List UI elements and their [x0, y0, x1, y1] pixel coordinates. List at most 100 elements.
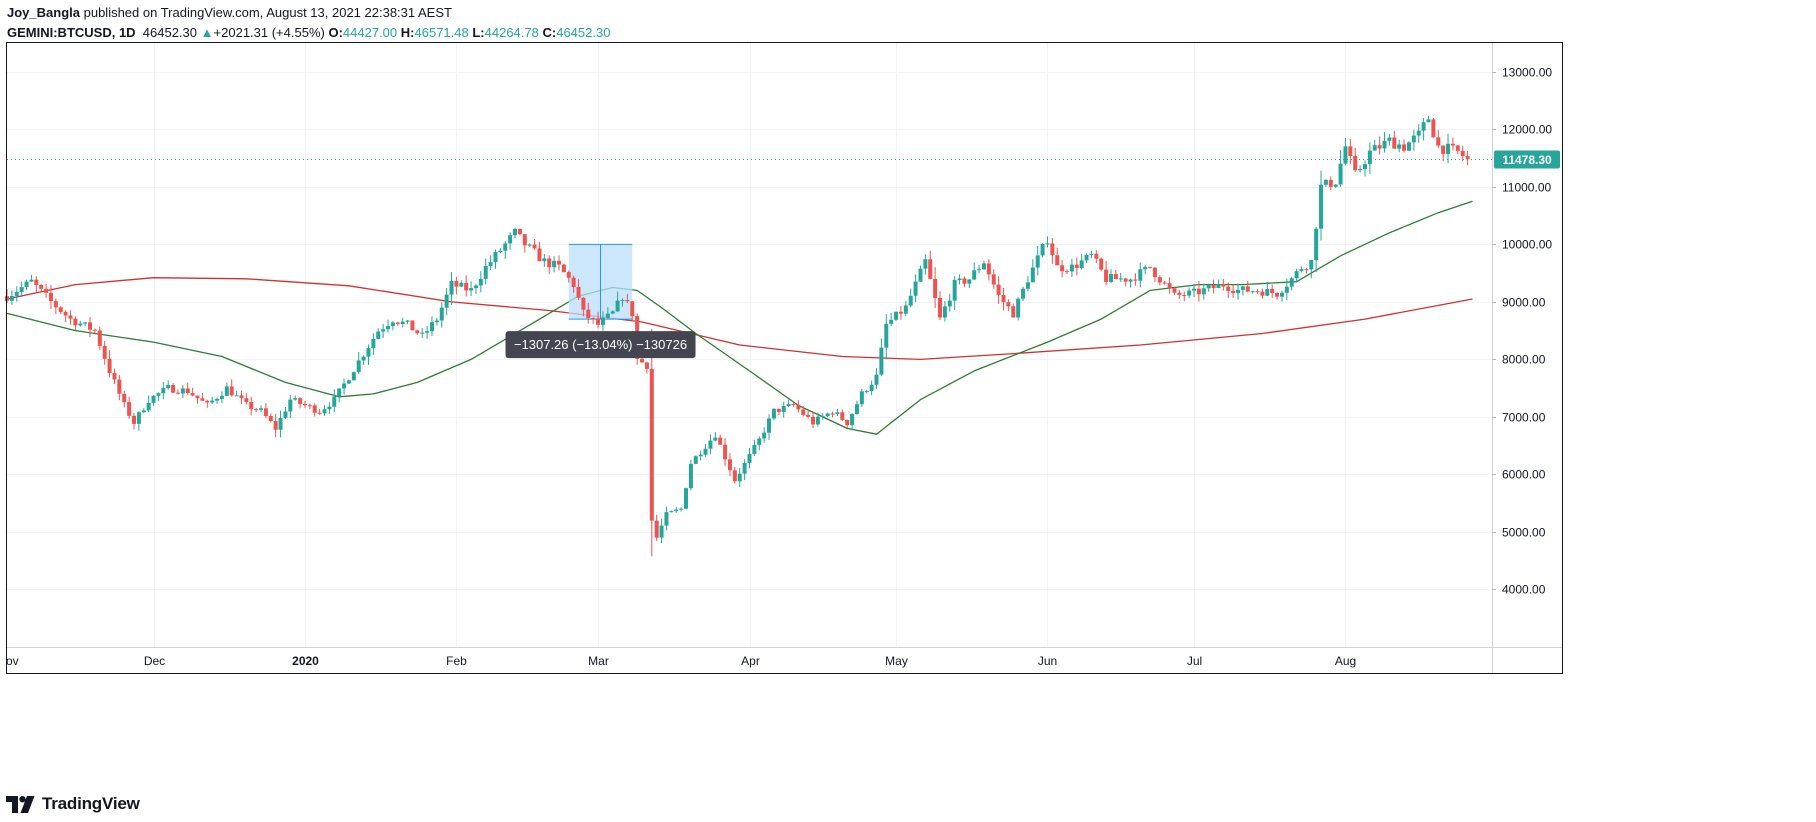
- candle-body: [298, 398, 303, 404]
- candle-body: [195, 395, 200, 399]
- candle: [898, 306, 903, 320]
- symbol-label[interactable]: GEMINI:BTCUSD, 1D: [7, 25, 136, 40]
- candle: [1084, 253, 1089, 264]
- candle-body: [1240, 286, 1245, 290]
- candle-body: [1157, 277, 1162, 283]
- candle: [112, 368, 117, 385]
- price-chart[interactable]: 4000.00 5000.00 6000.00 7000.00 8000.00 9000.…: [0, 0, 1816, 790]
- candle-body: [224, 386, 229, 396]
- candle: [869, 380, 874, 396]
- candle-body: [1338, 163, 1343, 185]
- candle: [9, 290, 14, 305]
- candle-body: [898, 311, 903, 314]
- candle: [513, 227, 518, 238]
- candle: [1465, 150, 1470, 165]
- candle: [1201, 283, 1206, 300]
- candle: [845, 419, 850, 429]
- candle-body: [312, 405, 317, 413]
- candle: [92, 328, 97, 333]
- author-name[interactable]: Joy_Bangla: [7, 5, 80, 20]
- candle: [1304, 267, 1309, 274]
- candle: [1436, 130, 1441, 148]
- candle: [1348, 139, 1353, 164]
- candle: [415, 329, 420, 335]
- high-value: 46571.48: [414, 25, 469, 40]
- candle: [327, 402, 332, 415]
- candle-body: [1162, 282, 1167, 284]
- candle-body: [78, 323, 83, 326]
- candle-body: [952, 280, 957, 301]
- open-label: O:: [328, 25, 343, 40]
- candle: [239, 390, 244, 405]
- candle: [48, 284, 53, 310]
- candle-body: [972, 270, 977, 280]
- candle-body: [19, 287, 24, 292]
- candle: [591, 317, 596, 324]
- candle: [1079, 253, 1084, 270]
- candle: [1250, 290, 1255, 294]
- candle: [981, 260, 986, 270]
- candle: [801, 406, 806, 417]
- candle: [210, 396, 215, 404]
- candle: [1328, 176, 1333, 190]
- candle-body: [1367, 150, 1372, 165]
- candle-body: [771, 408, 776, 419]
- candle: [88, 317, 93, 338]
- candle-body: [796, 404, 801, 410]
- candle-body: [547, 258, 552, 268]
- candle: [1069, 258, 1074, 277]
- candle: [630, 300, 635, 322]
- candle-body: [278, 417, 283, 430]
- candle-body: [835, 412, 840, 414]
- candle-body: [879, 347, 884, 375]
- candle-body: [517, 228, 522, 235]
- candle-body: [200, 398, 205, 401]
- candle-body: [610, 311, 615, 314]
- candle-body: [102, 345, 107, 359]
- candle: [215, 397, 220, 404]
- candle-body: [762, 432, 767, 439]
- candle-body: [1177, 292, 1182, 295]
- candle-body: [571, 277, 576, 287]
- candle-body: [1040, 243, 1045, 256]
- candle-body: [337, 388, 342, 397]
- candle: [1021, 286, 1026, 302]
- candle-body: [244, 398, 249, 403]
- candle-body: [1069, 264, 1074, 272]
- ma-slow-line: [6, 277, 1473, 361]
- change-value: +2021.31 (+4.55%): [213, 25, 325, 40]
- candle-body: [1167, 283, 1172, 289]
- candle-body: [669, 511, 674, 513]
- candle: [840, 409, 845, 421]
- candle-body: [327, 406, 332, 410]
- candle-body: [351, 372, 356, 381]
- candle-body: [1333, 184, 1338, 187]
- candle-body: [620, 300, 625, 302]
- candle-body: [420, 332, 425, 334]
- candle-body: [1314, 228, 1319, 261]
- candle-body: [1406, 142, 1411, 151]
- candle: [53, 298, 58, 315]
- candle-body: [112, 373, 117, 380]
- candle: [1231, 284, 1236, 298]
- candle: [1397, 139, 1402, 153]
- candle-body: [1319, 184, 1324, 229]
- candle-body: [986, 263, 991, 275]
- candle: [1118, 272, 1123, 282]
- candle: [1065, 269, 1070, 275]
- candle: [1226, 282, 1231, 299]
- candle-body: [464, 282, 469, 291]
- candle: [1319, 170, 1324, 241]
- candle-body: [117, 379, 122, 394]
- candle: [234, 390, 239, 397]
- candle-body: [386, 326, 391, 330]
- price-range-measure[interactable]: [568, 243, 633, 320]
- y-tick-label: 12000.00: [1502, 123, 1552, 137]
- close-value: 46452.30: [556, 25, 611, 40]
- tradingview-logo[interactable]: TradingView: [6, 794, 140, 814]
- candle: [376, 328, 381, 340]
- candle: [767, 414, 772, 440]
- candle: [464, 275, 469, 297]
- candle-body: [234, 395, 239, 397]
- candle: [742, 459, 747, 481]
